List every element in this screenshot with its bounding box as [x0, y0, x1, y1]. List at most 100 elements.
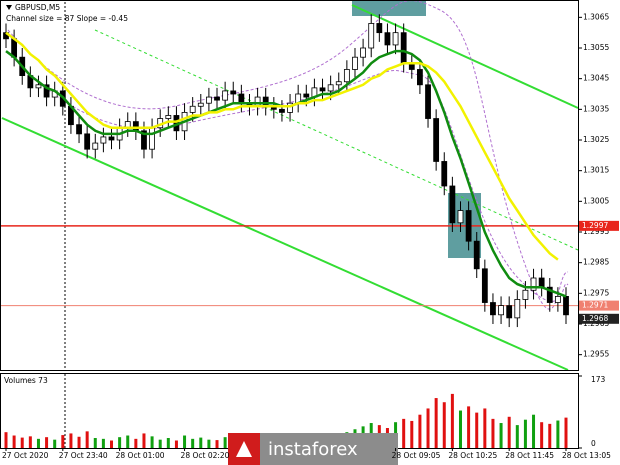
volume-bar	[101, 438, 105, 448]
volume-bar	[85, 431, 89, 448]
volume-bar	[12, 435, 16, 448]
candle-body	[43, 84, 50, 98]
candle-body	[473, 240, 480, 270]
volume-bar	[467, 406, 471, 448]
volume-bar	[564, 417, 568, 448]
volume-bar	[410, 420, 414, 448]
volume-bar	[475, 412, 479, 448]
candle-body	[197, 102, 204, 107]
y-tick-label: 1.3025	[583, 135, 609, 144]
candle-body	[76, 124, 82, 135]
logo-mark	[236, 441, 252, 457]
x-tick-label: 28 Oct 09:05	[392, 451, 441, 460]
candle-body	[230, 90, 237, 95]
x-tick-label: 28 Oct 02:20	[181, 451, 230, 460]
volume-bar	[215, 440, 219, 448]
candle-body	[92, 142, 99, 150]
candle-body	[425, 84, 431, 119]
volume-bar	[540, 422, 544, 448]
y-tick-label: 1.2995	[583, 227, 609, 236]
candle-body	[132, 121, 139, 132]
volume-bar	[45, 437, 49, 448]
channel-line	[1, 117, 569, 371]
candle-body	[100, 136, 107, 144]
candle-body	[514, 299, 521, 319]
volume-bar	[158, 439, 162, 448]
chart-title: GBPUSD,M5	[15, 3, 60, 12]
volume-bar	[77, 436, 81, 448]
candle-body	[465, 210, 472, 242]
x-tick-label: 28 Oct 13:05	[562, 451, 611, 460]
y-tick-label: 1.3005	[583, 196, 609, 205]
y-tick-label: 1.3045	[583, 74, 609, 83]
y-tick-label: 1.3055	[583, 43, 609, 52]
y-tick-label: 1.2955	[583, 350, 609, 359]
volume-bar	[483, 408, 487, 448]
x-tick-label: 27 Oct 23:40	[59, 451, 108, 460]
candle-body	[319, 87, 326, 92]
candle-body	[400, 32, 407, 64]
volume-bar	[142, 433, 146, 448]
candle-body	[287, 102, 293, 113]
candle-body	[360, 47, 367, 58]
volume-bar	[110, 440, 114, 448]
candle-body	[554, 295, 561, 303]
volume-bar	[166, 438, 170, 448]
volume-bar	[183, 435, 187, 448]
volume-tick-label: 0	[591, 439, 596, 448]
chart-subtitle: Channel size = 87 Slope = -0.45	[6, 14, 128, 23]
candle-body	[368, 23, 375, 49]
candle-body	[457, 210, 464, 224]
x-tick-label: 28 Oct 11:45	[505, 451, 554, 460]
candle-body	[417, 69, 423, 86]
candle-body	[279, 108, 285, 113]
volume-bar	[548, 423, 552, 448]
volume-bar	[434, 398, 438, 448]
candle-body	[165, 115, 172, 119]
volume-bar	[126, 435, 130, 448]
volume-bar	[402, 418, 406, 448]
volume-bar	[556, 420, 560, 448]
candle-body	[498, 305, 504, 316]
candle-body	[149, 127, 155, 150]
x-tick-label: 28 Oct 10:25	[448, 451, 497, 460]
x-tick-label: 27 Oct 2020	[2, 451, 49, 460]
candle-body	[189, 105, 196, 113]
volume-bar	[523, 419, 527, 448]
volume-bar	[450, 393, 454, 448]
candle-body	[546, 286, 553, 303]
candle-body	[449, 185, 456, 224]
candle-body	[490, 302, 496, 316]
volume-bar	[174, 440, 178, 448]
candle-body	[538, 277, 545, 288]
volume-bar	[69, 433, 73, 448]
candle-body	[205, 96, 212, 104]
channel-midline	[94, 29, 579, 251]
volume-bar	[28, 436, 32, 448]
volume-bar	[4, 432, 8, 448]
plot-layer	[0, 14, 578, 448]
candle-body	[522, 289, 529, 300]
volume-bar	[507, 416, 511, 448]
candle-body	[384, 32, 391, 46]
candle-body	[433, 118, 440, 162]
logo-text: instaforex	[268, 439, 358, 460]
candle-body	[238, 93, 245, 104]
candle-body	[376, 23, 383, 34]
level-label: 1.2971	[582, 301, 608, 310]
candle-body	[35, 84, 42, 89]
candle-body	[563, 295, 569, 316]
candle-body	[303, 93, 310, 98]
moving-average	[5, 31, 559, 261]
zone	[352, 0, 426, 16]
volume-bar	[134, 438, 138, 448]
candle-body	[327, 84, 334, 92]
volume-bar	[191, 438, 195, 448]
bid-label: 1.2968	[582, 314, 608, 323]
candle-body	[352, 56, 358, 70]
y-tick-label: 1.2985	[583, 258, 609, 267]
channel-line	[351, 4, 579, 109]
